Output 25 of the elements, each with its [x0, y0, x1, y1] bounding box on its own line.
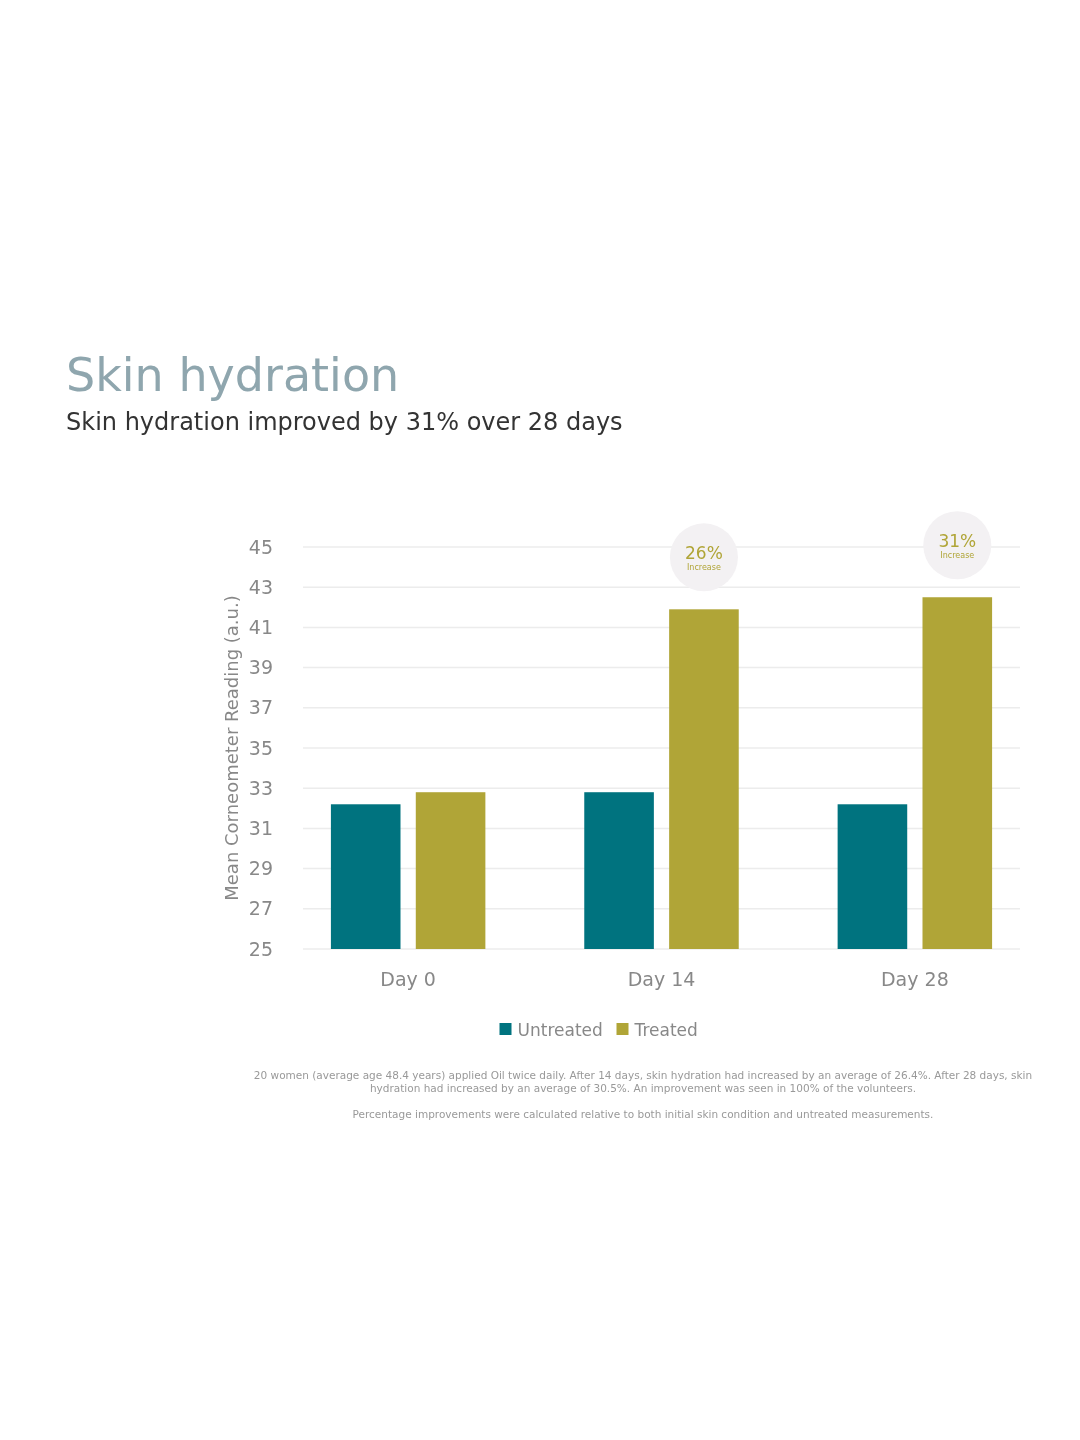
y-tick-label: 33 — [248, 776, 273, 799]
text: 20 women (average age 48.4 years) applied Oil twice daily. After 14 days, skin hydration had increased by an average of 26.4%. After 28 days, skin hydration had increased by an average of 30.5%. An improvement was seen in 100% of the volunteers. — [253, 1069, 1033, 1094]
x-tick-label: Day 0 — [380, 968, 436, 990]
legend-label: Treated — [633, 1019, 698, 1040]
y-tick-label: 37 — [248, 696, 273, 719]
y-tick-label: 25 — [248, 937, 273, 960]
legend-label: Untreated — [517, 1019, 603, 1040]
text: Percentage improvements were calculated relative to both initial skin condition and untreated measurements. — [352, 1108, 934, 1120]
y-tick-label: 29 — [248, 857, 273, 880]
y-tick-label: 41 — [248, 616, 273, 639]
y-tick-label: 27 — [248, 897, 273, 920]
y-tick-label: 45 — [248, 535, 273, 558]
annotation: Increase — [687, 563, 721, 573]
annotation: Increase — [940, 551, 975, 561]
chart-title: Skin hydration — [66, 348, 400, 402]
annotation: 26% — [685, 543, 723, 564]
x-tick-label: Day 14 — [627, 968, 696, 990]
y-tick-label: 39 — [248, 656, 273, 679]
x-tick-label: Day 28 — [880, 968, 949, 990]
y-tick-label: 43 — [248, 575, 273, 598]
y-tick-label: 35 — [248, 736, 273, 759]
chart-subtitle: Skin hydration improved by 31% over 28 days — [66, 408, 623, 436]
annotation: 31% — [938, 531, 977, 552]
y-axis-title: Mean Corneometer Reading (a.u.) — [221, 595, 242, 901]
y-tick-label: 31 — [248, 817, 273, 840]
